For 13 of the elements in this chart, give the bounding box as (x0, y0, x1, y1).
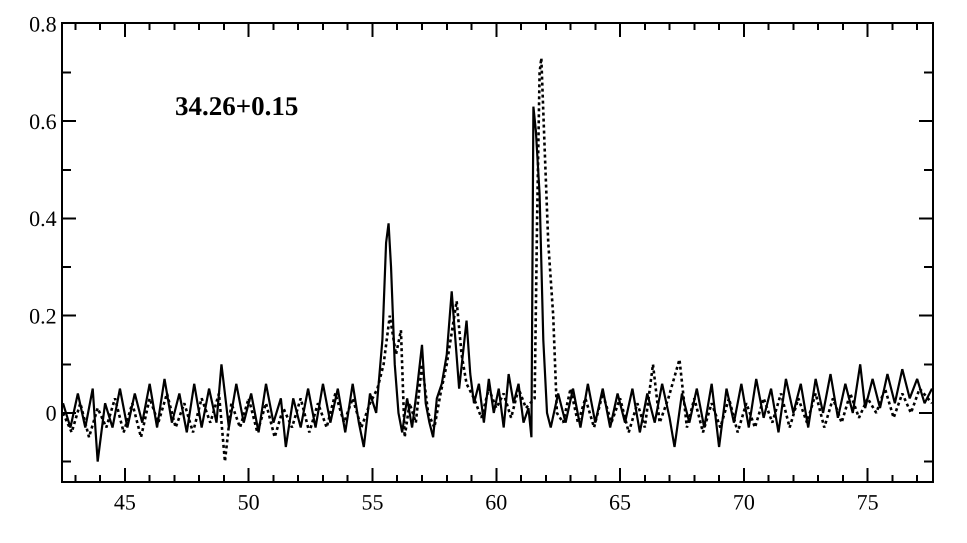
x-tick-label: 50 (238, 489, 260, 514)
x-tick-label: 65 (609, 489, 632, 514)
y-tick-label: 0.4 (29, 206, 57, 232)
y-tick-label: 0.2 (29, 303, 57, 328)
annotation: 34.26+0.15 (175, 91, 298, 121)
x-tick-label: 70 (732, 489, 755, 514)
y-tick-label: 0.8 (29, 12, 57, 37)
x-tick-label: 60 (485, 489, 508, 514)
x-tick-label: 55 (361, 489, 384, 514)
y-tick-label: 0 (46, 400, 57, 426)
y-tick-label: 0.6 (29, 108, 57, 134)
x-tick-label: 45 (114, 489, 136, 514)
x-tick-label: 75 (856, 489, 879, 514)
